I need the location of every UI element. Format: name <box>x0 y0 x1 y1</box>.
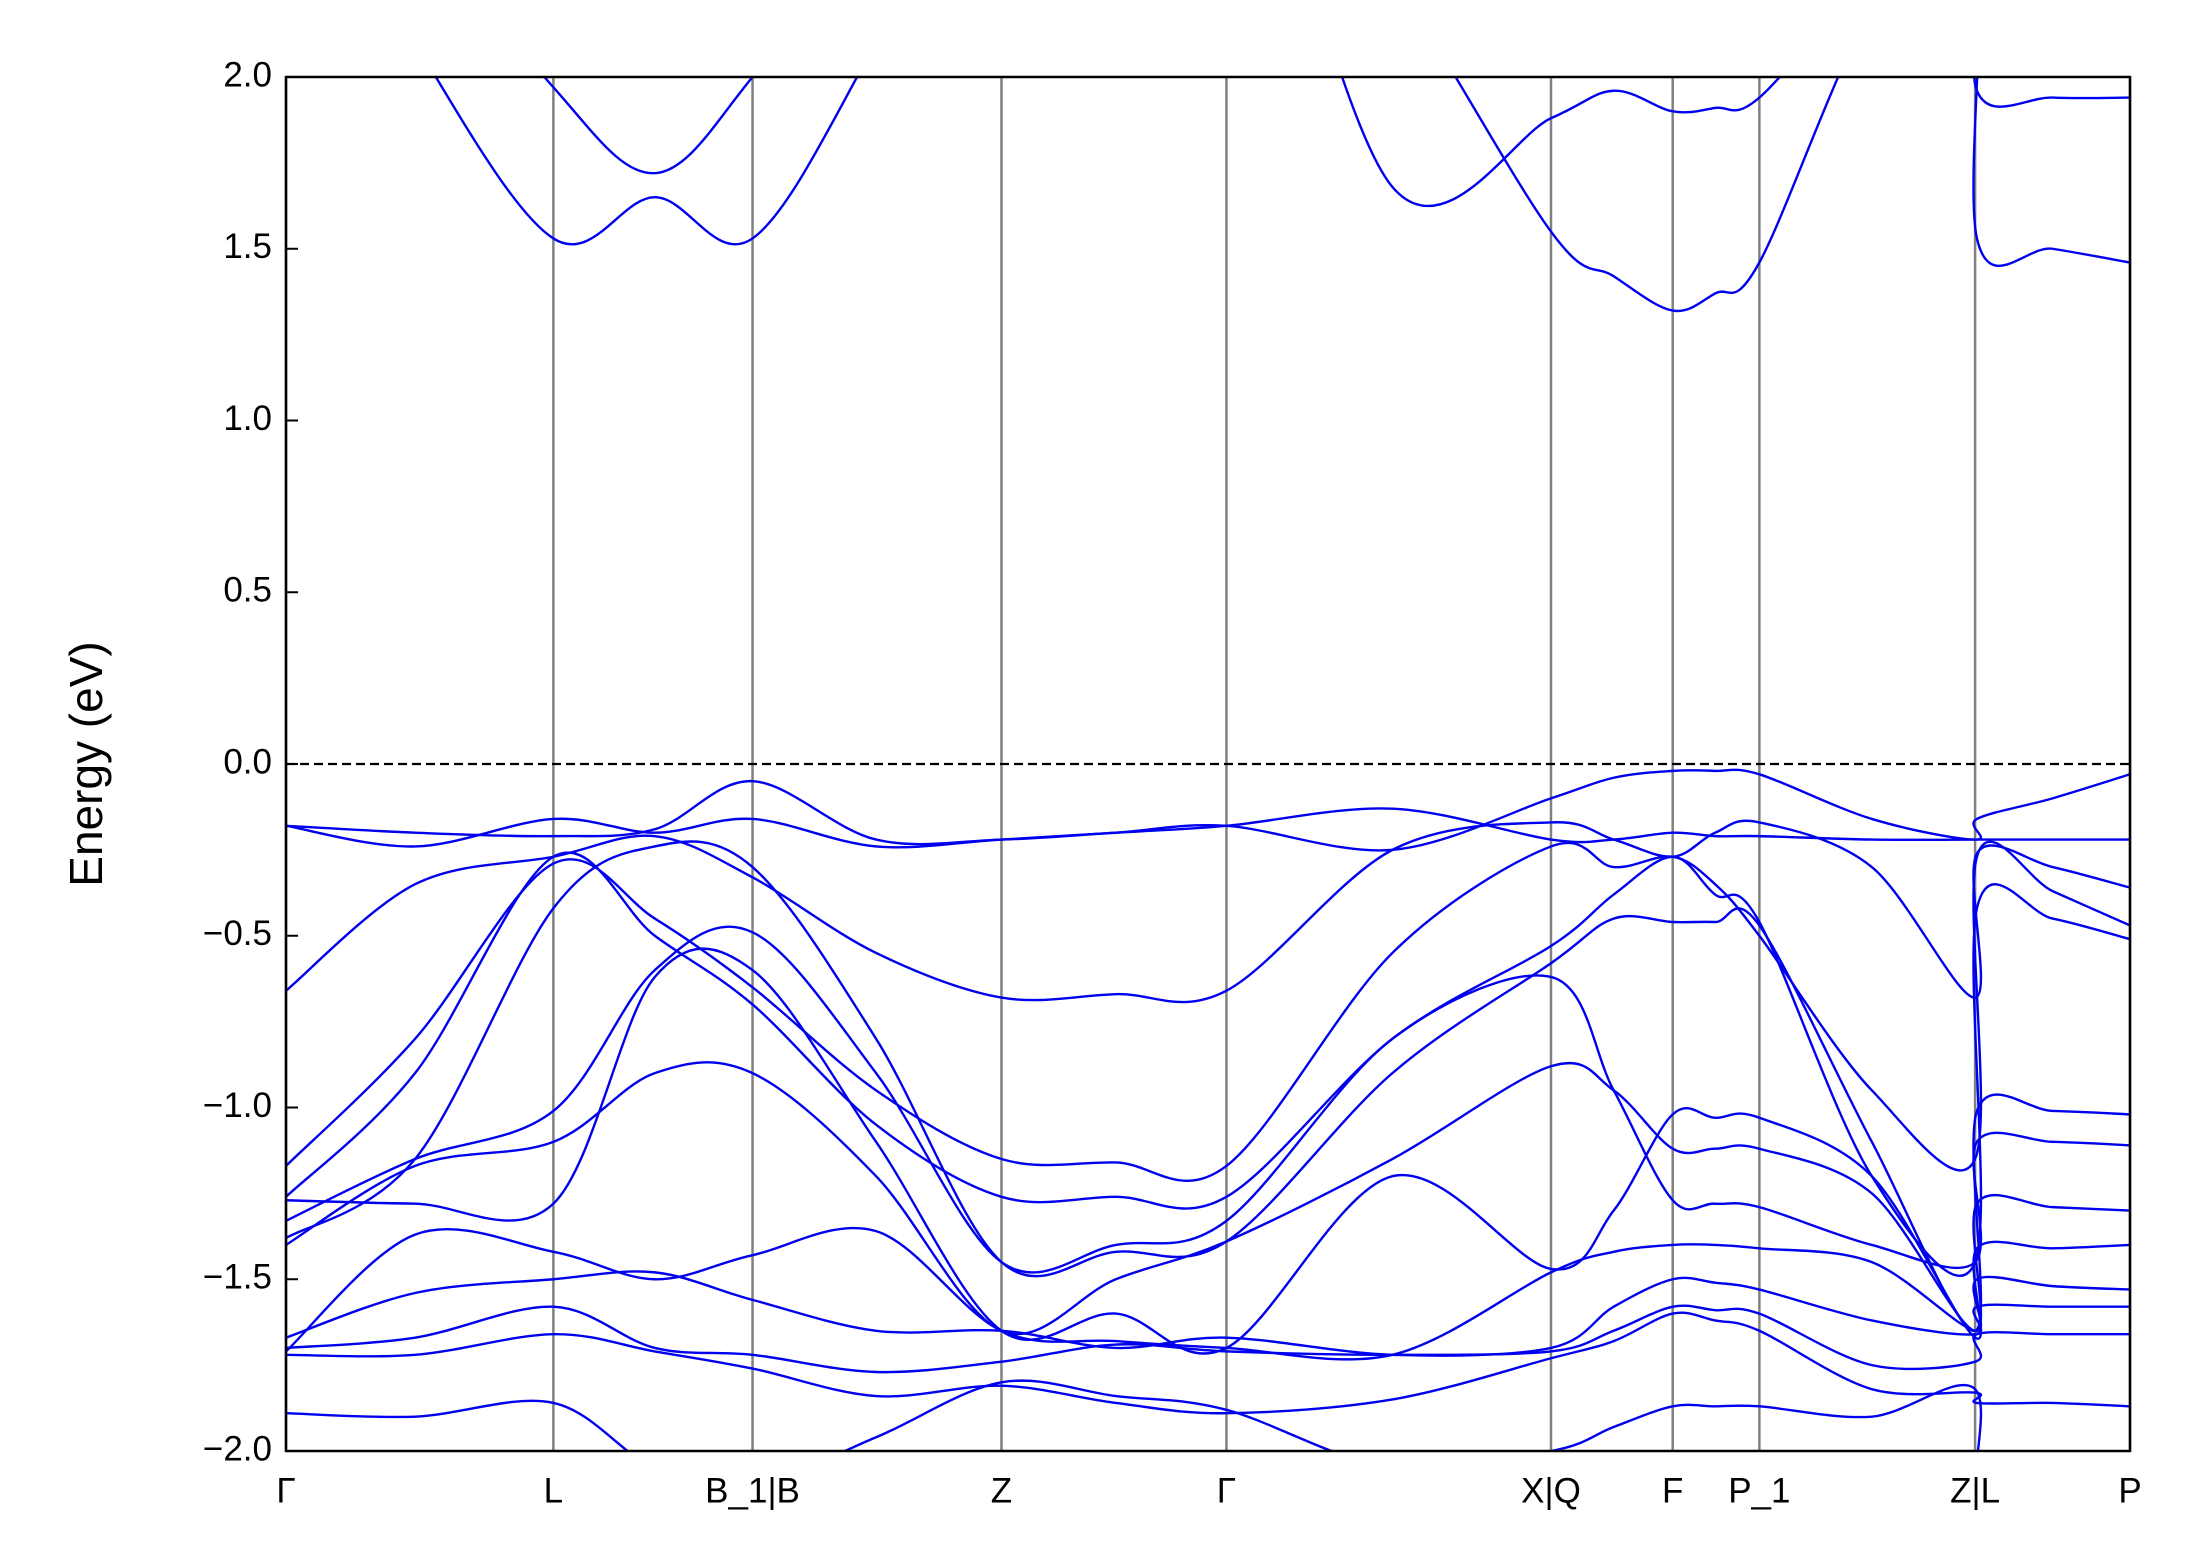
band-line <box>286 1270 2130 1357</box>
y-tick-label: −2.0 <box>203 1429 272 1468</box>
x-tick-label: X|Q <box>1521 1471 1581 1510</box>
band-line <box>286 1311 2130 1415</box>
plot-frame <box>284 75 2132 1453</box>
y-tick-label: 1.5 <box>223 227 272 266</box>
y-tick-label: 0.5 <box>223 571 272 610</box>
y-tick-label: 1.0 <box>223 399 272 438</box>
x-tick-label: Z <box>991 1471 1012 1510</box>
band-line <box>434 77 2130 313</box>
band-line <box>286 947 2130 1355</box>
band-line <box>286 807 2130 849</box>
x-tick-label: L <box>544 1471 563 1510</box>
band-line <box>286 768 2130 852</box>
x-tick-label: Z|L <box>1950 1471 2000 1510</box>
y-tick-label: −1.5 <box>203 1258 272 1297</box>
x-tick-label: Γ <box>276 1471 295 1510</box>
y-axis-label: Energy (eV) <box>60 641 112 886</box>
band-line <box>286 1304 2130 1374</box>
band-line <box>286 1226 2130 1361</box>
band-line <box>286 851 2130 1277</box>
x-tick-label: P_1 <box>1728 1471 1790 1510</box>
band-line <box>542 77 2130 208</box>
band-line <box>286 1379 1983 1451</box>
band-line <box>286 840 2130 1182</box>
y-tick-label: −0.5 <box>203 914 272 953</box>
y-tick-label: 0.0 <box>223 742 272 781</box>
band-line <box>286 819 2130 1004</box>
x-tick-label: Γ <box>1217 1471 1236 1510</box>
x-tick-label: P <box>2118 1471 2141 1510</box>
x-tick-label: B_1|B <box>705 1471 800 1510</box>
bands <box>286 77 2130 1451</box>
y-tick-label: 2.0 <box>223 55 272 94</box>
x-tick-label: F <box>1662 1471 1683 1510</box>
band-line <box>286 925 2130 1274</box>
y-tick-label: −1.0 <box>203 1086 272 1125</box>
